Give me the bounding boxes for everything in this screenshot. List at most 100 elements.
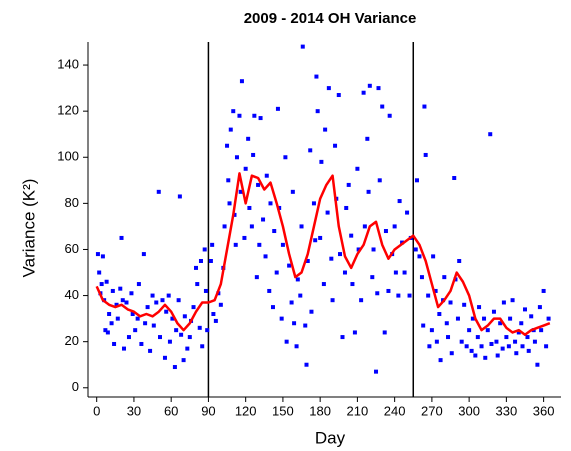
point bbox=[227, 201, 232, 206]
point bbox=[455, 316, 460, 321]
point bbox=[315, 109, 320, 114]
point bbox=[346, 182, 351, 187]
point bbox=[333, 143, 338, 148]
point bbox=[442, 275, 447, 280]
point bbox=[295, 277, 300, 282]
point bbox=[181, 358, 186, 363]
point bbox=[535, 362, 540, 367]
point bbox=[133, 328, 138, 333]
point bbox=[309, 309, 314, 314]
point bbox=[303, 323, 308, 328]
point bbox=[392, 224, 397, 229]
point bbox=[222, 224, 227, 229]
x-tick-label: 30 bbox=[127, 403, 141, 418]
point bbox=[438, 358, 443, 363]
point bbox=[370, 275, 375, 280]
x-tick-label: 60 bbox=[164, 403, 178, 418]
point bbox=[156, 189, 161, 194]
point bbox=[336, 93, 341, 98]
point bbox=[362, 224, 367, 229]
point bbox=[483, 355, 488, 360]
y-axis-label: Variance (K²) bbox=[19, 179, 38, 278]
point bbox=[494, 339, 499, 344]
point bbox=[279, 316, 284, 321]
point bbox=[261, 217, 266, 222]
point bbox=[405, 210, 410, 215]
point bbox=[413, 247, 418, 252]
point bbox=[485, 328, 490, 333]
point bbox=[546, 316, 551, 321]
point bbox=[270, 305, 275, 310]
point bbox=[313, 238, 318, 243]
point bbox=[136, 282, 141, 287]
point bbox=[160, 298, 165, 303]
point bbox=[300, 44, 305, 49]
point bbox=[367, 83, 372, 88]
point bbox=[226, 178, 231, 183]
point bbox=[459, 339, 464, 344]
point bbox=[323, 127, 328, 132]
point bbox=[470, 316, 475, 321]
point bbox=[177, 194, 182, 199]
point bbox=[475, 335, 480, 340]
point bbox=[308, 148, 313, 153]
point bbox=[467, 328, 472, 333]
point bbox=[350, 282, 355, 287]
point bbox=[457, 258, 462, 263]
point bbox=[264, 173, 269, 178]
point bbox=[448, 300, 453, 305]
point bbox=[342, 270, 347, 275]
point bbox=[371, 247, 376, 252]
point bbox=[376, 86, 381, 91]
point bbox=[109, 321, 114, 326]
point bbox=[243, 166, 248, 171]
point bbox=[110, 288, 115, 293]
point bbox=[231, 109, 236, 114]
point bbox=[97, 270, 102, 275]
point bbox=[304, 362, 309, 367]
point bbox=[520, 344, 525, 349]
point bbox=[352, 330, 357, 335]
point bbox=[218, 302, 223, 307]
point bbox=[287, 263, 292, 268]
point bbox=[103, 328, 108, 333]
point bbox=[228, 127, 233, 132]
point bbox=[166, 293, 171, 298]
point bbox=[107, 312, 112, 317]
point bbox=[508, 316, 513, 321]
point bbox=[525, 335, 530, 340]
point bbox=[167, 339, 172, 344]
point bbox=[344, 205, 349, 210]
point bbox=[191, 305, 196, 310]
point bbox=[292, 321, 297, 326]
point bbox=[129, 291, 134, 296]
point bbox=[263, 254, 268, 259]
point bbox=[247, 205, 252, 210]
point bbox=[393, 270, 398, 275]
x-tick-label: 210 bbox=[347, 403, 369, 418]
point bbox=[185, 346, 190, 351]
point bbox=[105, 330, 110, 335]
x-tick-label: 180 bbox=[309, 403, 331, 418]
point bbox=[541, 288, 546, 293]
point bbox=[237, 113, 242, 118]
x-tick-label: 90 bbox=[201, 403, 215, 418]
point bbox=[120, 298, 125, 303]
point bbox=[158, 335, 163, 340]
point bbox=[431, 254, 436, 259]
point bbox=[444, 321, 449, 326]
point bbox=[356, 247, 361, 252]
point bbox=[338, 252, 343, 257]
point bbox=[208, 258, 213, 263]
point bbox=[366, 189, 371, 194]
point bbox=[397, 199, 402, 204]
point bbox=[272, 229, 277, 234]
y-tick-label: 140 bbox=[57, 56, 79, 71]
point bbox=[488, 132, 493, 137]
x-tick-label: 240 bbox=[384, 403, 406, 418]
point bbox=[519, 321, 524, 326]
point bbox=[239, 79, 244, 84]
point bbox=[340, 335, 345, 340]
point bbox=[361, 90, 366, 95]
